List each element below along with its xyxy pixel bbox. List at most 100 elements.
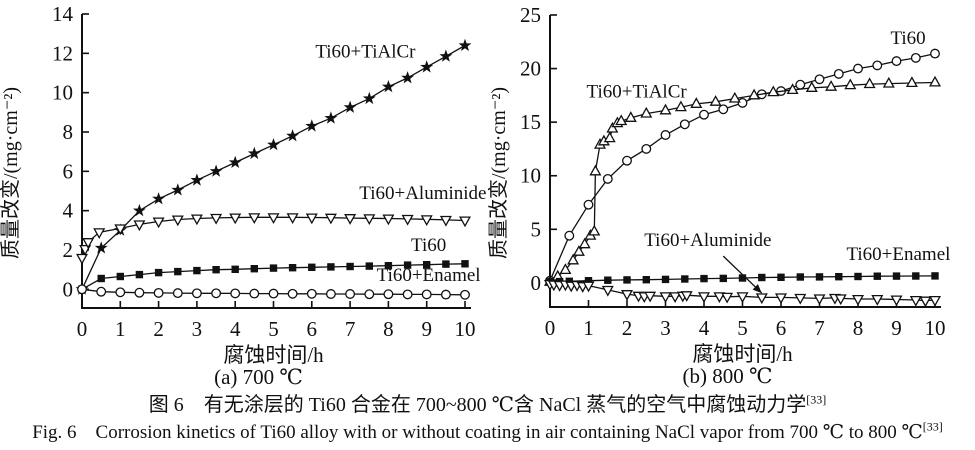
marker-triangle-down bbox=[82, 238, 95, 249]
marker-circle bbox=[364, 289, 375, 300]
marker-triangle-down bbox=[794, 293, 807, 305]
marker-triangle-down bbox=[697, 292, 711, 304]
x-tick-label: 1 bbox=[583, 316, 594, 340]
marker-triangle-down bbox=[286, 213, 299, 225]
marker-triangle-down bbox=[363, 214, 376, 226]
series-ti60-tialcr bbox=[543, 75, 942, 286]
figure-caption: 图 6 有无涂层的 Ti60 合金在 700~800 ℃含 NaCl 蒸气的空气… bbox=[0, 393, 975, 445]
marker-triangle-up bbox=[786, 83, 799, 95]
marker-circle bbox=[460, 289, 470, 300]
x-axis-title: 腐蚀时间/h bbox=[692, 342, 793, 366]
marker-triangle-down bbox=[439, 215, 452, 227]
marker-star bbox=[420, 60, 434, 73]
marker-square bbox=[854, 272, 862, 281]
x-tick-label: 0 bbox=[545, 316, 556, 340]
marker-circle bbox=[814, 74, 825, 85]
marker-triangle-down bbox=[851, 294, 865, 306]
marker-star bbox=[305, 119, 319, 132]
marker-square bbox=[461, 260, 469, 268]
y-tick-label: 8 bbox=[63, 120, 74, 144]
x-tick-label: 8 bbox=[853, 316, 864, 340]
series-label: Ti60+Enamel bbox=[846, 244, 950, 265]
marker-triangle-down bbox=[890, 295, 903, 307]
marker-circle bbox=[115, 287, 126, 298]
marker-circle bbox=[421, 289, 432, 300]
marker-square bbox=[97, 274, 105, 283]
marker-triangle-up bbox=[624, 111, 637, 122]
y-tick-label: 15 bbox=[520, 110, 541, 134]
marker-triangle-up bbox=[578, 237, 591, 249]
marker-triangle-up bbox=[615, 114, 628, 126]
panel-subcaption: (a) 700 ℃ bbox=[214, 365, 303, 389]
marker-square bbox=[873, 272, 881, 280]
chart-panel-b-800c: 0 1 2 3 4 5 6 7 8 9 10 0 5 10 15 20 25 腐蚀时间/h 质量改变/(mg·cm⁻… bbox=[487, 3, 950, 388]
marker-triangle-up bbox=[844, 78, 857, 90]
marker-triangle-down bbox=[721, 292, 734, 304]
marker-circle bbox=[583, 199, 594, 210]
marker-square bbox=[442, 260, 450, 268]
marker-star bbox=[458, 38, 472, 51]
marker-triangle-down bbox=[305, 213, 318, 225]
marker-square bbox=[154, 268, 163, 277]
marker-square bbox=[777, 273, 785, 281]
marker-square bbox=[661, 275, 670, 284]
marker-triangle-up bbox=[572, 245, 585, 256]
annotation-arrow-head bbox=[752, 284, 762, 294]
marker-triangle-down bbox=[190, 214, 203, 226]
series-ti60 bbox=[545, 48, 940, 286]
marker-triangle-up bbox=[709, 95, 722, 106]
y-tick-label: 10 bbox=[520, 164, 541, 188]
series-line bbox=[81, 44, 466, 290]
series-label: Ti60+Aluminide bbox=[359, 183, 486, 204]
marker-triangle-down bbox=[420, 215, 433, 227]
marker-square bbox=[892, 272, 901, 280]
marker-circle bbox=[345, 289, 356, 299]
marker-triangle-up bbox=[728, 91, 741, 103]
marker-triangle-down bbox=[713, 292, 726, 304]
marker-square bbox=[135, 270, 144, 279]
marker-square bbox=[365, 262, 373, 270]
x-tick-label: 1 bbox=[115, 317, 126, 341]
marker-circle bbox=[249, 288, 260, 299]
marker-circle bbox=[833, 68, 844, 79]
marker-triangle-down bbox=[736, 292, 749, 304]
marker-star bbox=[209, 164, 223, 177]
marker-triangle-down bbox=[133, 220, 146, 232]
marker-triangle-up bbox=[589, 164, 602, 176]
marker-square bbox=[796, 273, 804, 281]
marker-triangle-up bbox=[603, 131, 616, 143]
marker-square bbox=[719, 274, 727, 283]
x-tick-label: 7 bbox=[345, 317, 356, 341]
marker-triangle-down bbox=[680, 291, 693, 302]
marker-triangle-down bbox=[928, 295, 942, 307]
series-ti60-enamel bbox=[77, 284, 470, 300]
y-tick-label: 5 bbox=[531, 217, 542, 241]
marker-square bbox=[327, 263, 335, 271]
marker-circle bbox=[402, 289, 413, 300]
marker-circle bbox=[660, 130, 671, 140]
marker-square bbox=[931, 272, 939, 280]
marker-triangle-down bbox=[210, 213, 223, 225]
marker-circle bbox=[153, 287, 164, 298]
x-tick-label: 2 bbox=[153, 317, 164, 341]
marker-circle bbox=[853, 63, 863, 74]
chart-panel-a-700c: 0 1 2 3 4 5 6 7 8 9 1002468101214腐蚀时间/h质量改变/(mg·cm… bbox=[0, 2, 486, 389]
x-tick-label: 10 bbox=[925, 316, 946, 340]
marker-triangle-down bbox=[75, 253, 89, 265]
marker-triangle-down bbox=[93, 228, 106, 240]
marker-triangle-down bbox=[229, 213, 242, 225]
series-label: Ti60+Aluminide bbox=[644, 230, 771, 251]
panel-subcaption: (b) 800 ℃ bbox=[683, 364, 773, 388]
marker-triangle-down bbox=[644, 291, 657, 303]
marker-square bbox=[584, 277, 593, 285]
marker-triangle-down bbox=[152, 217, 165, 229]
marker-triangle-down bbox=[171, 215, 184, 227]
y-tick-label: 0 bbox=[531, 271, 542, 295]
marker-star bbox=[267, 138, 280, 151]
series-ti60-tialcr bbox=[75, 38, 472, 295]
marker-circle bbox=[172, 288, 183, 299]
marker-triangle-down bbox=[382, 214, 395, 226]
marker-square bbox=[231, 265, 239, 273]
marker-circle bbox=[737, 97, 748, 108]
marker-triangle-up bbox=[559, 263, 572, 275]
